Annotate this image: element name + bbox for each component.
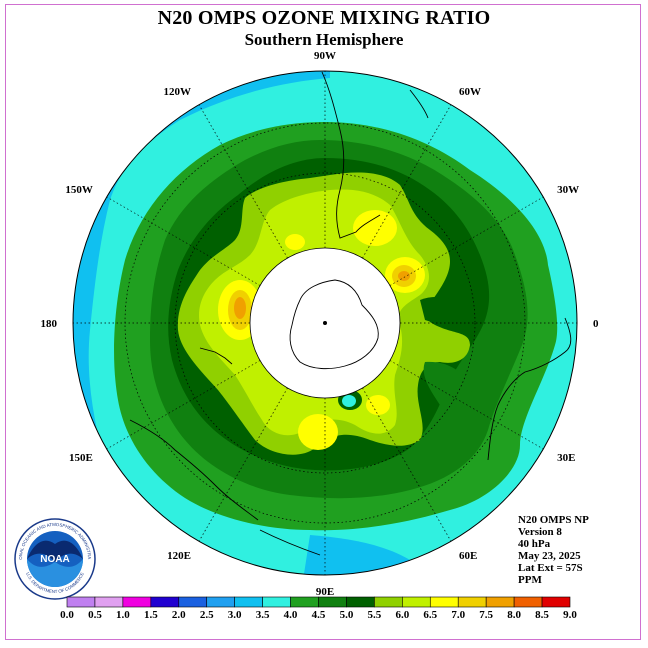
coastlines xyxy=(129,71,572,556)
meridian-30e xyxy=(389,360,544,450)
longitude-labels: 90W 60W 30W 0 30E 60E 90E 120E 150E 180 150W 120W xyxy=(41,50,600,598)
logo-bird-icon xyxy=(27,540,83,562)
info-date: May 23, 2025 xyxy=(518,550,581,562)
longitude-label-60w: 60W xyxy=(459,86,481,98)
longitude-label-150w: 150W xyxy=(65,184,93,196)
longitude-label-150e: 150E xyxy=(69,452,93,464)
info-panel: N20 OMPS NP Version 8 40 hPa May 23, 202… xyxy=(518,514,589,586)
logo-text: NOAA xyxy=(40,554,69,565)
figure-frame xyxy=(5,4,641,640)
meridian-150e xyxy=(106,360,261,450)
longitude-label-90e: 90E xyxy=(316,586,334,598)
ozone-band-6.5-7.0 xyxy=(366,395,390,415)
coastline-islands xyxy=(199,347,233,365)
logo-wave-icon xyxy=(27,559,83,587)
latitude-circle xyxy=(174,172,476,474)
ozone-band-7.5-8.0 xyxy=(234,297,246,319)
coastline-south-america xyxy=(321,71,381,239)
ozone-band-7.5-8.0 xyxy=(398,271,410,281)
longitude-label-120e: 120E xyxy=(167,550,191,562)
meridians xyxy=(73,71,577,575)
longitude-label-30e: 30E xyxy=(557,452,575,464)
meridian-150w xyxy=(106,196,261,286)
ozone-band-3.0-3.5 xyxy=(300,535,430,575)
coastline-new-zealand xyxy=(259,529,321,556)
ozone-band-6.5-7.0 xyxy=(298,414,338,450)
ozone-band-3.5-4.0 xyxy=(342,395,356,407)
map-title: N20 OMPS OZONE MIXING RATIO xyxy=(157,7,491,29)
coastline-africa xyxy=(487,317,572,461)
longitude-label-60e: 60E xyxy=(459,550,477,562)
meridian-120w xyxy=(198,104,288,259)
meridian-30w xyxy=(389,196,544,286)
info-instrument: N20 OMPS NP xyxy=(518,514,589,526)
longitude-label-30w: 30W xyxy=(557,184,579,196)
map-subtitle: Southern Hemisphere xyxy=(244,30,404,49)
info-version: Version 8 xyxy=(518,526,562,538)
longitude-label-180: 180 xyxy=(41,318,58,330)
longitude-label-90w: 90W xyxy=(314,50,336,62)
south-pole-marker xyxy=(323,321,327,325)
meridian-60e xyxy=(362,387,452,542)
map-boundary xyxy=(72,70,578,576)
ozone-band-5.0-5.5 xyxy=(420,296,470,326)
meridian-60w xyxy=(362,104,452,259)
coastline-australia xyxy=(129,419,259,521)
longitude-label-120w: 120W xyxy=(164,86,192,98)
ozone-band-6.5-7.0 xyxy=(353,210,397,246)
coastline-south-america-east xyxy=(409,89,429,119)
ozone-band-3.0-3.5 xyxy=(440,71,540,108)
ozone-band-6.5-7.0 xyxy=(285,234,305,250)
info-units: PPM xyxy=(518,574,542,586)
ozone-band-4.5-5.0 xyxy=(423,361,472,411)
noaa-logo: NOAA NATIONAL OCEANIC AND ATMOSPHERIC AD… xyxy=(14,518,96,600)
coastline-antarctica xyxy=(289,279,379,370)
info-level: 40 hPa xyxy=(518,538,551,550)
meridian-120e xyxy=(198,387,288,542)
info-lat-ext: Lat Ext = 57S xyxy=(518,562,583,574)
longitude-label-0: 0 xyxy=(593,318,599,330)
